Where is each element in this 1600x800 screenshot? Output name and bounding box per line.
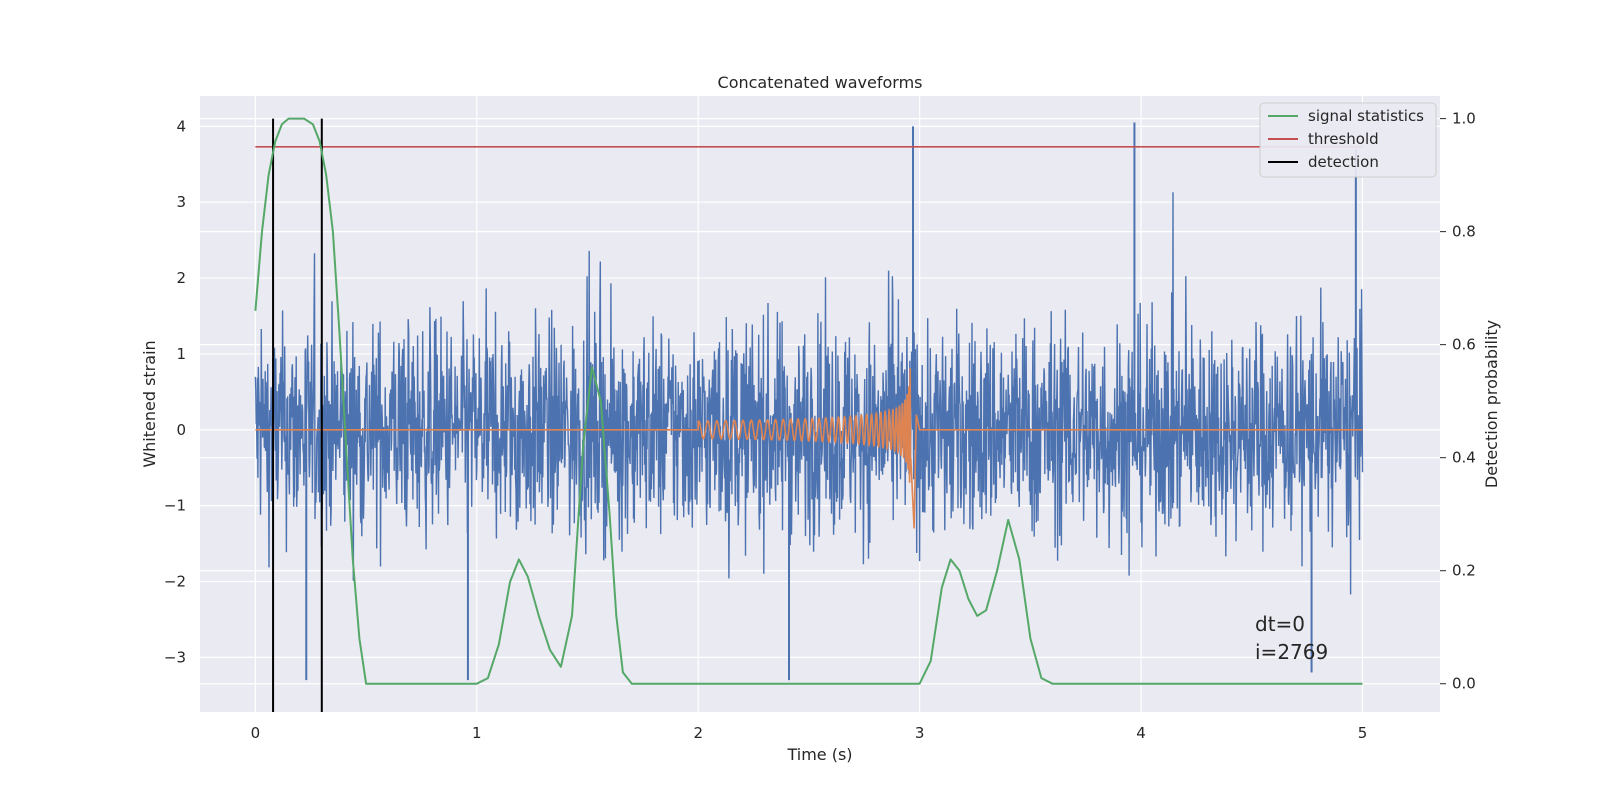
legend: signal statistics threshold detection: [1259, 102, 1437, 178]
x-axis-label: Time (s): [786, 745, 852, 764]
annotation-dt: dt=0: [1255, 612, 1305, 636]
legend-box: [1259, 102, 1437, 178]
y-tick-label-6: −2: [164, 573, 186, 591]
signal-statistics-line: [254, 117, 1363, 685]
legend-label-threshold: threshold: [1308, 130, 1379, 148]
x-tick-label-3: 3: [915, 724, 925, 742]
injection-series: [255, 368, 1363, 529]
y2-tick-label-2: 0.6: [1452, 336, 1476, 354]
y2-axis-label: Detection probability: [1482, 320, 1501, 488]
y2-tick-label-4: 0.2: [1452, 562, 1476, 580]
y-tick-label-1: 3: [176, 193, 186, 211]
probability-series: [254, 117, 1363, 712]
tick-labels: 0 1 2 3 4 5 4 3 2 1 0 −1 −2 −3 1.0 0.8 0.6 0.4 0.2 0.0: [164, 110, 1476, 742]
injection-line: [255, 368, 1363, 529]
y-axis-label: Whitened strain: [140, 340, 159, 467]
y2-tick-label-3: 0.4: [1452, 449, 1476, 467]
legend-label-detection: detection: [1308, 153, 1379, 171]
y-tick-label-7: −3: [164, 648, 186, 666]
x-tick-label-4: 4: [1136, 724, 1146, 742]
x-tick-label-1: 1: [472, 724, 482, 742]
y-tick-label-5: −1: [164, 497, 186, 515]
y-tick-label-0: 4: [176, 117, 186, 135]
x-tick-label-2: 2: [693, 724, 703, 742]
legend-label-signal: signal statistics: [1308, 107, 1424, 125]
y-tick-label-4: 0: [176, 421, 186, 439]
y-tick-label-3: 1: [176, 345, 186, 363]
x-tick-label-5: 5: [1358, 724, 1368, 742]
annotation-index: i=2769: [1255, 640, 1328, 664]
y2-tick-label-0: 1.0: [1452, 110, 1476, 128]
y-tick-label-2: 2: [176, 269, 186, 287]
y2-tick-label-1: 0.8: [1452, 223, 1476, 241]
x-tick-label-0: 0: [251, 724, 261, 742]
chart-title: Concatenated waveforms: [718, 73, 923, 92]
y2-tick-label-5: 0.0: [1452, 675, 1476, 693]
